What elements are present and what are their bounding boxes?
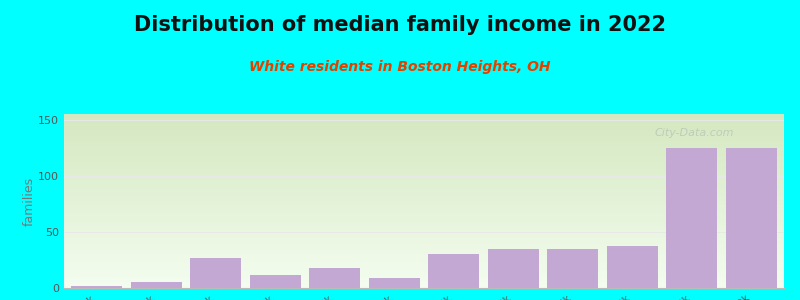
- Bar: [310, 268, 360, 288]
- Bar: [488, 249, 538, 288]
- Bar: [429, 254, 479, 288]
- Bar: [547, 249, 598, 288]
- Y-axis label: families: families: [22, 176, 35, 226]
- Bar: [726, 148, 777, 288]
- Bar: [250, 274, 301, 288]
- Bar: [131, 282, 182, 288]
- Bar: [369, 278, 419, 288]
- Text: Distribution of median family income in 2022: Distribution of median family income in …: [134, 15, 666, 35]
- Bar: [71, 286, 122, 288]
- Text: White residents in Boston Heights, OH: White residents in Boston Heights, OH: [250, 60, 550, 74]
- Text: City-Data.com: City-Data.com: [654, 128, 734, 138]
- Bar: [666, 148, 717, 288]
- Bar: [607, 247, 658, 288]
- Bar: [190, 258, 241, 288]
